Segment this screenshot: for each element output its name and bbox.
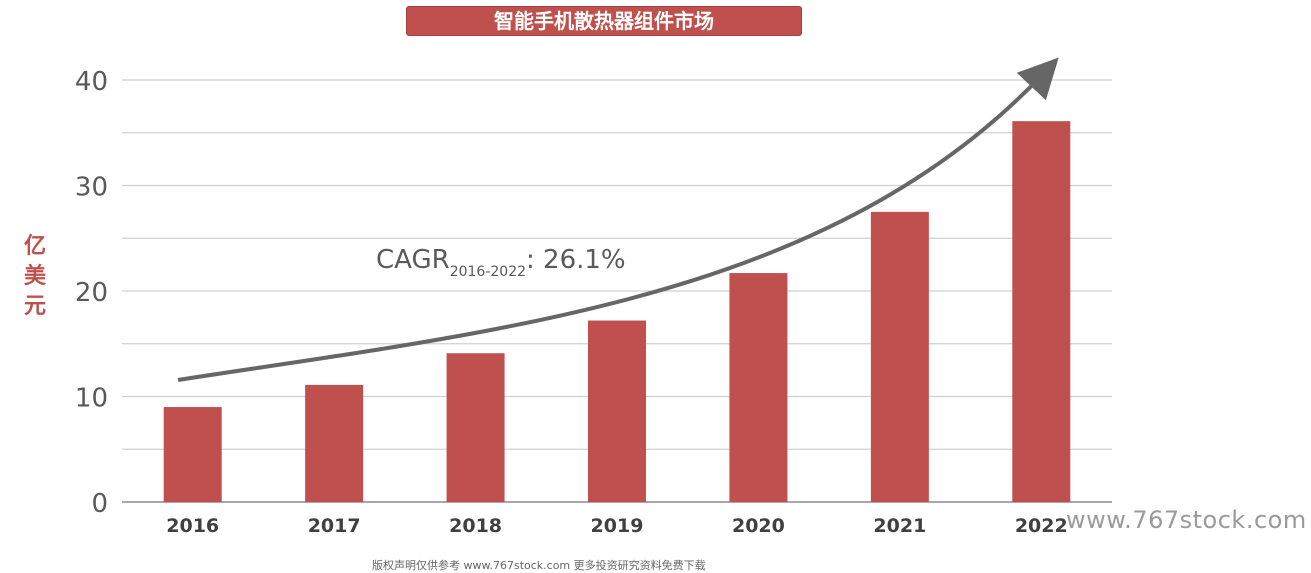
x-tick-label: 2017 bbox=[308, 515, 361, 537]
cagr-suffix: : 26.1% bbox=[526, 245, 626, 275]
x-tick-label: 2018 bbox=[449, 515, 502, 537]
axes: 0 10 20 30 40 2016 2017 2018 2019 2020 2021 2022 bbox=[75, 67, 1068, 537]
bar-2022 bbox=[1012, 121, 1071, 503]
y-axis-label-char: 元 bbox=[23, 294, 46, 319]
y-tick-label: 20 bbox=[75, 278, 108, 308]
bar-2018 bbox=[446, 353, 505, 502]
x-tick-label: 2022 bbox=[1015, 515, 1068, 537]
y-tick-label: 0 bbox=[91, 489, 108, 519]
y-tick-label: 10 bbox=[75, 384, 108, 414]
y-tick-label: 40 bbox=[75, 67, 108, 97]
bars bbox=[163, 121, 1071, 503]
y-axis-label-char: 亿 bbox=[23, 234, 46, 259]
bar-2020 bbox=[729, 273, 788, 502]
cagr-prefix: CAGR bbox=[376, 245, 450, 275]
x-tick-label: 2021 bbox=[873, 515, 926, 537]
y-axis-label-char: 美 bbox=[23, 264, 46, 289]
x-tick-label: 2019 bbox=[591, 515, 644, 537]
bar-2017 bbox=[305, 384, 364, 502]
x-tick-label: 2020 bbox=[732, 515, 785, 537]
watermark-text: www.767stock.com bbox=[1066, 506, 1307, 534]
footer-note: 版权声明仅供参考 www.767stock.com 更多投资研究资料免费下载 bbox=[372, 559, 706, 572]
y-axis-label: 亿美元 bbox=[18, 232, 52, 322]
bar-2019 bbox=[588, 320, 646, 502]
bar-2016 bbox=[163, 407, 222, 502]
y-tick-label: 30 bbox=[75, 173, 108, 203]
chart-title: 智能手机散热器组件市场 bbox=[406, 6, 802, 36]
trend-arrow bbox=[177, 57, 1059, 382]
cagr-annotation: CAGR2016-2022: 26.1% bbox=[376, 245, 626, 280]
cagr-subscript: 2016-2022 bbox=[450, 264, 526, 280]
x-tick-label: 2016 bbox=[166, 515, 219, 537]
bar-2021 bbox=[870, 211, 929, 502]
